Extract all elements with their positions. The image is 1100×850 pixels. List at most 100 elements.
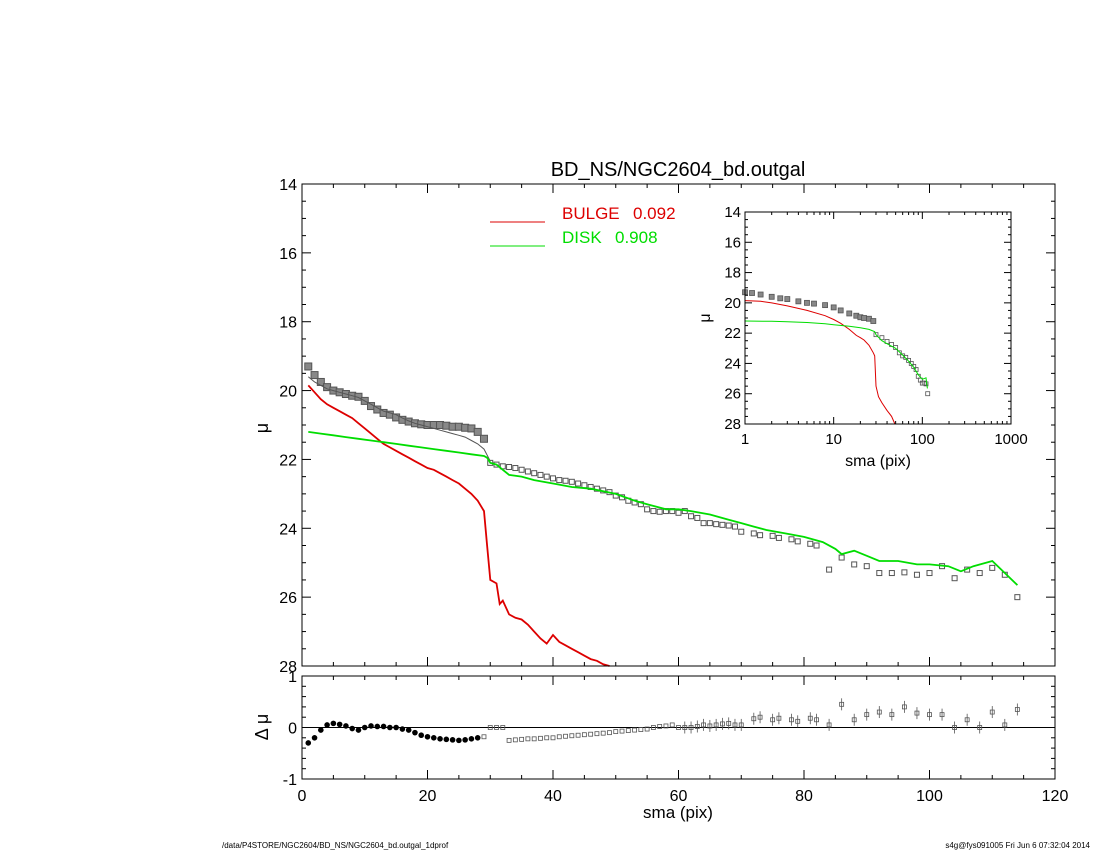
residual-point [550, 735, 556, 741]
main-data-point [951, 575, 958, 582]
x-tick-label: 0 [298, 788, 307, 805]
main-y-tick-label: 18 [279, 315, 297, 332]
residual-point [349, 725, 356, 732]
footer-timestamp: s4g@fys091005 Fri Jun 6 07:32:04 2014 [945, 841, 1090, 850]
main-y-tick-label: 16 [279, 246, 297, 263]
inset-y-axis-label: μ [697, 313, 714, 322]
residual-point [405, 727, 412, 733]
inset-y-tick-label: 28 [724, 416, 741, 433]
residual-point [669, 722, 675, 728]
main-data-point [738, 528, 745, 535]
residual-point [964, 717, 970, 723]
main-data-point [543, 473, 550, 480]
residual-point [688, 725, 694, 730]
residual-point [387, 724, 393, 731]
main-data-point [725, 522, 732, 529]
residual-point [757, 714, 763, 720]
main-bulge-line [307, 384, 610, 667]
x-axis-label: sma (pix) [643, 803, 713, 822]
inset-data-point [837, 307, 844, 314]
inset-data-point [822, 302, 828, 309]
residual-y-axis-label: Δ μ [252, 714, 272, 740]
inset-x-axis-label: sma (pix) [845, 453, 911, 470]
main-profile-panel: BD_NS/NGC2604_bd.outgal 14 16 18 20 22 24 26 28… [252, 159, 1056, 676]
residual-point [330, 720, 337, 727]
residual-point [694, 724, 700, 729]
inset-data-point [777, 295, 784, 302]
residual-point [355, 727, 362, 733]
residual-point [487, 725, 493, 730]
main-data-point [713, 521, 720, 528]
inset-data-point [923, 381, 929, 387]
main-data-point [863, 563, 870, 570]
residual-point [902, 704, 907, 710]
residual-point [663, 723, 669, 729]
inset-x-tick-label: 100 [910, 431, 935, 448]
main-data-point [550, 475, 556, 482]
x-tick-label: 80 [795, 788, 813, 805]
main-y-tick-label: 14 [279, 177, 297, 194]
residual-point [430, 735, 437, 741]
residual-point [720, 721, 725, 727]
inset-model-line [744, 320, 928, 389]
inset-background [745, 212, 1011, 424]
inset-plot-frame [744, 211, 1012, 425]
inset-data-point [861, 315, 867, 321]
main-data-point [531, 470, 538, 477]
residual-point [701, 722, 706, 728]
main-data-point [706, 520, 713, 527]
main-data-point [775, 534, 782, 541]
main-data-point [976, 570, 983, 577]
main-data-point [656, 508, 663, 515]
residual-point [563, 733, 568, 739]
residual-point [613, 729, 619, 735]
legend-value-bulge: 0.092 [633, 204, 676, 223]
residual-point [525, 736, 531, 742]
residual-point [318, 727, 324, 733]
main-data-point [518, 466, 525, 473]
main-data-point [826, 566, 833, 573]
main-y-tick-label: 24 [279, 521, 297, 538]
residual-point [393, 724, 399, 731]
main-data-point [731, 523, 738, 530]
residual-point [544, 735, 550, 741]
inset-data-point [879, 335, 885, 341]
x-tick-label: 20 [419, 788, 437, 805]
residual-point [1014, 707, 1020, 712]
inset-data-point [896, 350, 902, 356]
residual-point [607, 730, 612, 736]
inset-data-point [906, 357, 911, 363]
residual-point [807, 715, 813, 721]
main-data-point [694, 514, 701, 521]
residual-point [361, 724, 368, 731]
inset-y-tick-label: 22 [724, 325, 741, 342]
main-disk-line [308, 431, 1019, 586]
residual-point [481, 734, 487, 740]
residual-y-tick-label: 1 [288, 669, 297, 686]
inset-data-point [811, 300, 817, 307]
residual-point [726, 720, 732, 726]
main-data-point [675, 509, 682, 516]
residual-point [889, 712, 895, 718]
main-data-point [913, 571, 920, 578]
inset-data-point [873, 332, 879, 338]
main-data-point [757, 532, 764, 539]
residual-point [506, 737, 512, 743]
inset-data-point [908, 361, 914, 366]
residual-point [512, 737, 518, 743]
residual-point [474, 735, 481, 741]
main-data-point [310, 371, 319, 380]
residual-point [311, 735, 318, 741]
main-data-point [568, 478, 575, 485]
main-data-point [524, 468, 531, 475]
residual-point [839, 701, 845, 707]
inset-x-tick-label: 1 [741, 431, 749, 448]
inset-y-tick-label: 16 [724, 234, 741, 251]
x-tick-label: 40 [544, 788, 562, 805]
residual-point [424, 733, 431, 740]
residual-point [732, 722, 738, 728]
inset-data-point [749, 290, 755, 296]
residual-point [500, 725, 506, 730]
residual-point [989, 709, 995, 715]
residual-point [751, 716, 757, 722]
